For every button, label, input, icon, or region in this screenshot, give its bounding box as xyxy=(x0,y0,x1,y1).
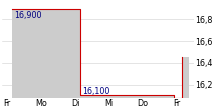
Text: 16,900: 16,900 xyxy=(14,11,41,20)
Text: 16,100: 16,100 xyxy=(82,87,109,96)
